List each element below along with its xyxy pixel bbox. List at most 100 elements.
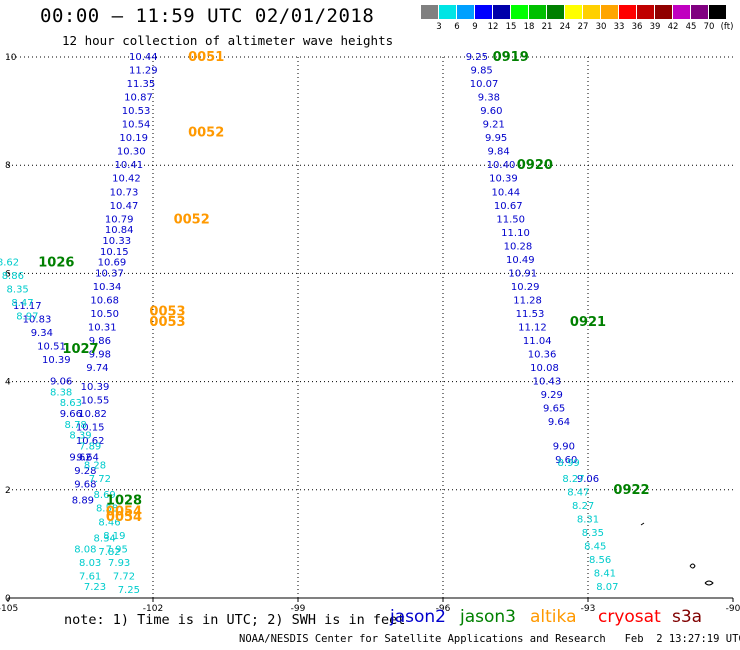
data-point-jason2: 9.34 bbox=[31, 328, 53, 339]
data-point-jason2: 10.82 bbox=[78, 409, 107, 420]
color-scale-label: 36 bbox=[631, 22, 643, 32]
data-point-jason2: 9.84 bbox=[487, 147, 509, 158]
chart-subtitle: 12 hour collection of altimeter wave hei… bbox=[62, 33, 394, 48]
color-scale-label: 12 bbox=[487, 22, 499, 32]
data-point-jason2: 10.84 bbox=[105, 225, 134, 236]
color-scale-label: 33 bbox=[613, 22, 625, 32]
data-point-jason2: 10.43 bbox=[533, 377, 562, 388]
y-tick-label: 8 bbox=[5, 161, 11, 171]
data-point-jason3: 8.46 bbox=[98, 517, 120, 528]
data-point-jason2: 11.12 bbox=[518, 323, 547, 334]
y-tick-label: 2 bbox=[5, 486, 11, 496]
data-point-jason2: 9.98 bbox=[89, 350, 111, 361]
data-point-jason3: 7.23 bbox=[84, 582, 106, 593]
track-label: 0920 bbox=[517, 158, 553, 173]
legend-s3a: s3a bbox=[672, 607, 703, 627]
data-point-jason2: 10.33 bbox=[102, 236, 131, 247]
x-tick-label: -105 bbox=[0, 604, 18, 614]
color-swatch bbox=[529, 5, 546, 19]
data-point-jason2: 10.44 bbox=[129, 52, 158, 63]
legend-jason3: jason3 bbox=[460, 607, 516, 627]
data-point-jason3: 8.03 bbox=[79, 558, 101, 569]
data-point-jason3: 8.63 bbox=[60, 398, 82, 409]
data-point-jason2: 11.35 bbox=[127, 79, 156, 90]
data-point-jason2: 9.90 bbox=[553, 442, 575, 453]
data-point-jason3: 7.93 bbox=[108, 558, 130, 569]
data-point-jason2: 10.68 bbox=[90, 295, 119, 306]
color-scale-label: 9 bbox=[472, 22, 478, 32]
data-point-jason2: 11.04 bbox=[523, 336, 552, 347]
data-point-jason3: 7.72 bbox=[113, 571, 135, 582]
track-label: 0054 bbox=[106, 504, 142, 519]
data-point-jason2: 10.39 bbox=[489, 174, 518, 185]
data-point-jason2: 10.07 bbox=[470, 79, 499, 90]
data-point-jason3: 7.25 bbox=[118, 585, 140, 596]
data-point-jason2: 10.42 bbox=[112, 174, 141, 185]
data-point-jason3: 8.34 bbox=[94, 533, 116, 544]
color-swatch bbox=[547, 5, 564, 19]
data-point-jason3: 8.45 bbox=[584, 542, 606, 553]
track-label: 0054 bbox=[106, 510, 142, 525]
data-point-jason2: 10.83 bbox=[23, 314, 52, 325]
legend-jason2: jason2 bbox=[390, 607, 446, 627]
data-point-jason3: 8.78 bbox=[65, 420, 87, 431]
data-point-jason2: 9.64 bbox=[77, 452, 99, 463]
color-swatch bbox=[709, 5, 726, 19]
color-scale-label: 70 bbox=[703, 22, 715, 32]
data-point-jason3: 8.47 bbox=[567, 488, 589, 499]
data-point-jason2: 10.47 bbox=[110, 201, 139, 212]
color-scale-label: 21 bbox=[541, 22, 553, 32]
data-point-jason3: 8.35 bbox=[582, 528, 604, 539]
data-point-jason3: 8.58 bbox=[96, 504, 118, 515]
color-scale-label: 45 bbox=[685, 22, 697, 32]
data-point-jason2: 10.54 bbox=[122, 120, 151, 131]
data-point-jason2: 10.41 bbox=[115, 160, 144, 171]
data-point-jason2: 9.85 bbox=[471, 66, 493, 77]
data-point-jason2: 9.60 bbox=[555, 455, 577, 466]
notes-text: note: 1) Time is in UTC; 2) SWH is in fe… bbox=[64, 612, 406, 628]
data-point-jason2: 10.08 bbox=[530, 363, 559, 374]
data-point-jason3: 8.69 bbox=[94, 490, 116, 501]
data-point-jason2: 10.40 bbox=[487, 160, 516, 171]
color-swatch bbox=[619, 5, 636, 19]
y-tick-label: 0 bbox=[5, 594, 11, 604]
color-swatch bbox=[511, 5, 528, 19]
color-scale-label: 3 bbox=[436, 22, 442, 32]
track-label: 0921 bbox=[570, 315, 606, 330]
data-point-jason3: 8.08 bbox=[74, 544, 96, 555]
data-point-jason3: 8.47 bbox=[11, 298, 33, 309]
track-label: 0919 bbox=[493, 50, 529, 65]
data-point-jason2: 10.55 bbox=[81, 396, 110, 407]
chart-marks: 10.44 11.29 11.35 10.87 10.53 10.54 10.19 10.30… bbox=[0, 52, 618, 596]
track-label: 0052 bbox=[174, 212, 210, 227]
color-swatch bbox=[691, 5, 708, 19]
data-point-jason3: 8.41 bbox=[594, 569, 616, 580]
color-swatch bbox=[421, 5, 438, 19]
track-label: 0051 bbox=[188, 50, 224, 65]
track-label: 1026 bbox=[38, 256, 74, 271]
chart-axes: -105 -102 -99 -96 -93 -90 0 2 4 6 8 10 bbox=[0, 53, 740, 614]
x-tick-label: -102 bbox=[143, 604, 163, 614]
track-label: 1027 bbox=[62, 342, 98, 357]
data-point-jason2: 9.25 bbox=[466, 52, 488, 63]
data-point-jason2: 10.67 bbox=[494, 201, 523, 212]
track-label: 1028 bbox=[106, 494, 142, 509]
data-point-jason2: 10.49 bbox=[506, 255, 535, 266]
color-swatch bbox=[673, 5, 690, 19]
data-point-jason3: 8.28 bbox=[84, 460, 106, 471]
color-swatch bbox=[475, 5, 492, 19]
data-point-jason2: 10.39 bbox=[42, 355, 71, 366]
track-label: 0922 bbox=[613, 483, 649, 498]
x-tick-label: -93 bbox=[581, 604, 596, 614]
data-point-jason2: 10.37 bbox=[95, 268, 124, 279]
chart-title: 00:00 — 11:59 UTC 02/01/2018 bbox=[40, 5, 375, 27]
track-label: 0053 bbox=[149, 304, 185, 319]
chart-grid bbox=[8, 56, 733, 598]
color-swatch bbox=[655, 5, 672, 19]
color-scale-label: 27 bbox=[577, 22, 589, 32]
track-label: 0052 bbox=[188, 126, 224, 141]
color-swatch bbox=[601, 5, 618, 19]
data-point-jason2: 11.53 bbox=[516, 309, 545, 320]
data-point-jason2: 10.87 bbox=[124, 93, 153, 104]
